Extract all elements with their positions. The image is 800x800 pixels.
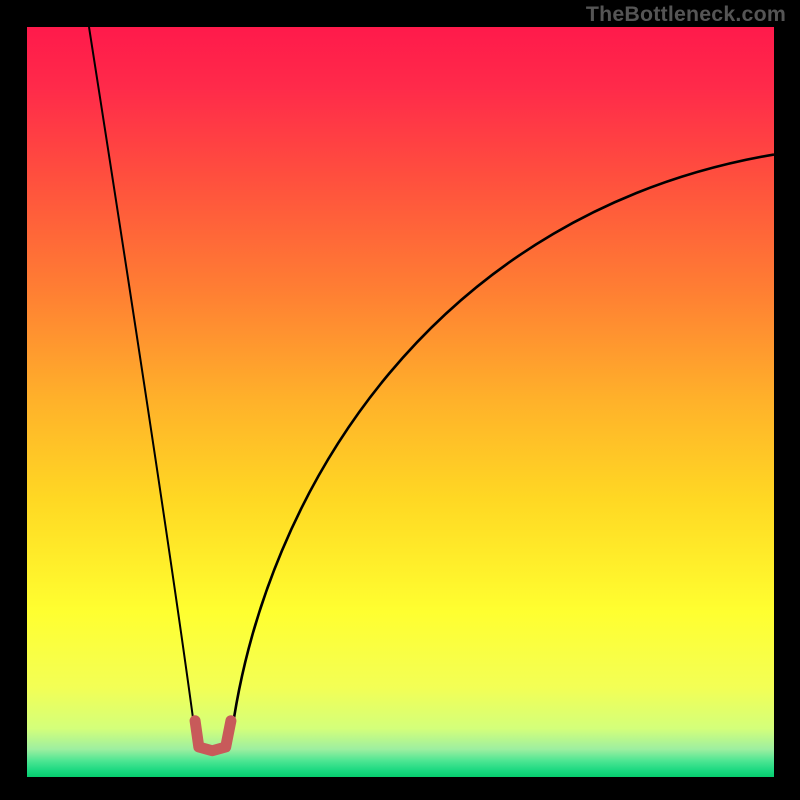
chart-frame: TheBottleneck.com	[0, 0, 800, 800]
gradient-background	[27, 27, 774, 777]
watermark-text: TheBottleneck.com	[586, 2, 786, 27]
bottleneck-chart	[27, 27, 774, 777]
